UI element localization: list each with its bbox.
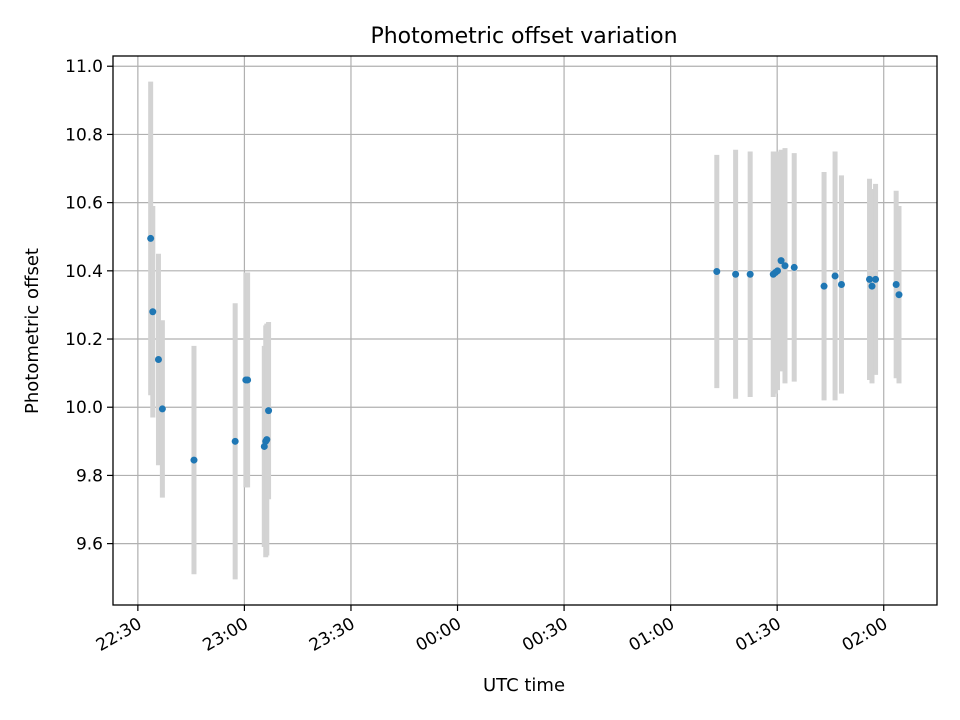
data-point	[872, 275, 880, 283]
y-tick-label: 9.6	[76, 535, 103, 555]
y-tick-label: 10.2	[65, 330, 103, 350]
data-point	[713, 268, 721, 276]
data-point	[892, 280, 900, 288]
plot-frame	[112, 55, 938, 606]
point-layer	[147, 234, 903, 464]
data-point	[866, 275, 874, 283]
data-point	[868, 282, 876, 290]
x-tick-label: 23:30	[306, 614, 358, 656]
data-point	[732, 270, 740, 278]
data-point	[158, 405, 166, 413]
x-tick-label: 01:00	[626, 614, 678, 656]
data-point	[746, 270, 754, 278]
chart-title: Photometric offset variation	[370, 24, 677, 49]
tick-layer: 22:30 23:00 23:30 00:00 00:30 01:00 01:30 02:00…	[65, 57, 891, 656]
x-tick-label: 02:00	[839, 614, 891, 656]
data-point	[231, 437, 239, 445]
y-tick-label: 11.0	[65, 57, 103, 77]
x-tick-label: 22:30	[93, 614, 145, 656]
data-point	[265, 407, 273, 415]
data-point	[777, 257, 785, 265]
data-point	[895, 291, 903, 299]
x-tick-label: 00:00	[413, 614, 465, 656]
y-tick-label: 10.8	[65, 125, 103, 145]
data-point	[190, 456, 198, 464]
errorbar-layer	[148, 81, 902, 580]
x-axis-label: UTC time	[483, 675, 565, 696]
grid-layer	[113, 56, 937, 605]
x-tick-label: 00:30	[519, 614, 571, 656]
data-point	[263, 436, 271, 444]
y-tick-label: 10.0	[65, 398, 103, 418]
y-tick-label: 10.4	[65, 262, 103, 282]
data-point	[831, 272, 839, 280]
data-point	[774, 267, 782, 275]
y-tick-label: 9.8	[76, 466, 103, 486]
data-point	[837, 280, 845, 288]
data-point	[154, 355, 162, 363]
data-point	[820, 282, 828, 290]
data-point	[790, 263, 798, 271]
x-tick-label: 01:30	[732, 614, 784, 656]
data-point	[147, 234, 155, 242]
x-tick-label: 23:00	[199, 614, 251, 656]
data-point	[149, 308, 157, 316]
y-tick-label: 10.6	[65, 194, 103, 214]
y-axis-label: Photometric offset	[22, 248, 43, 414]
data-point	[781, 262, 789, 270]
data-point	[244, 376, 252, 384]
